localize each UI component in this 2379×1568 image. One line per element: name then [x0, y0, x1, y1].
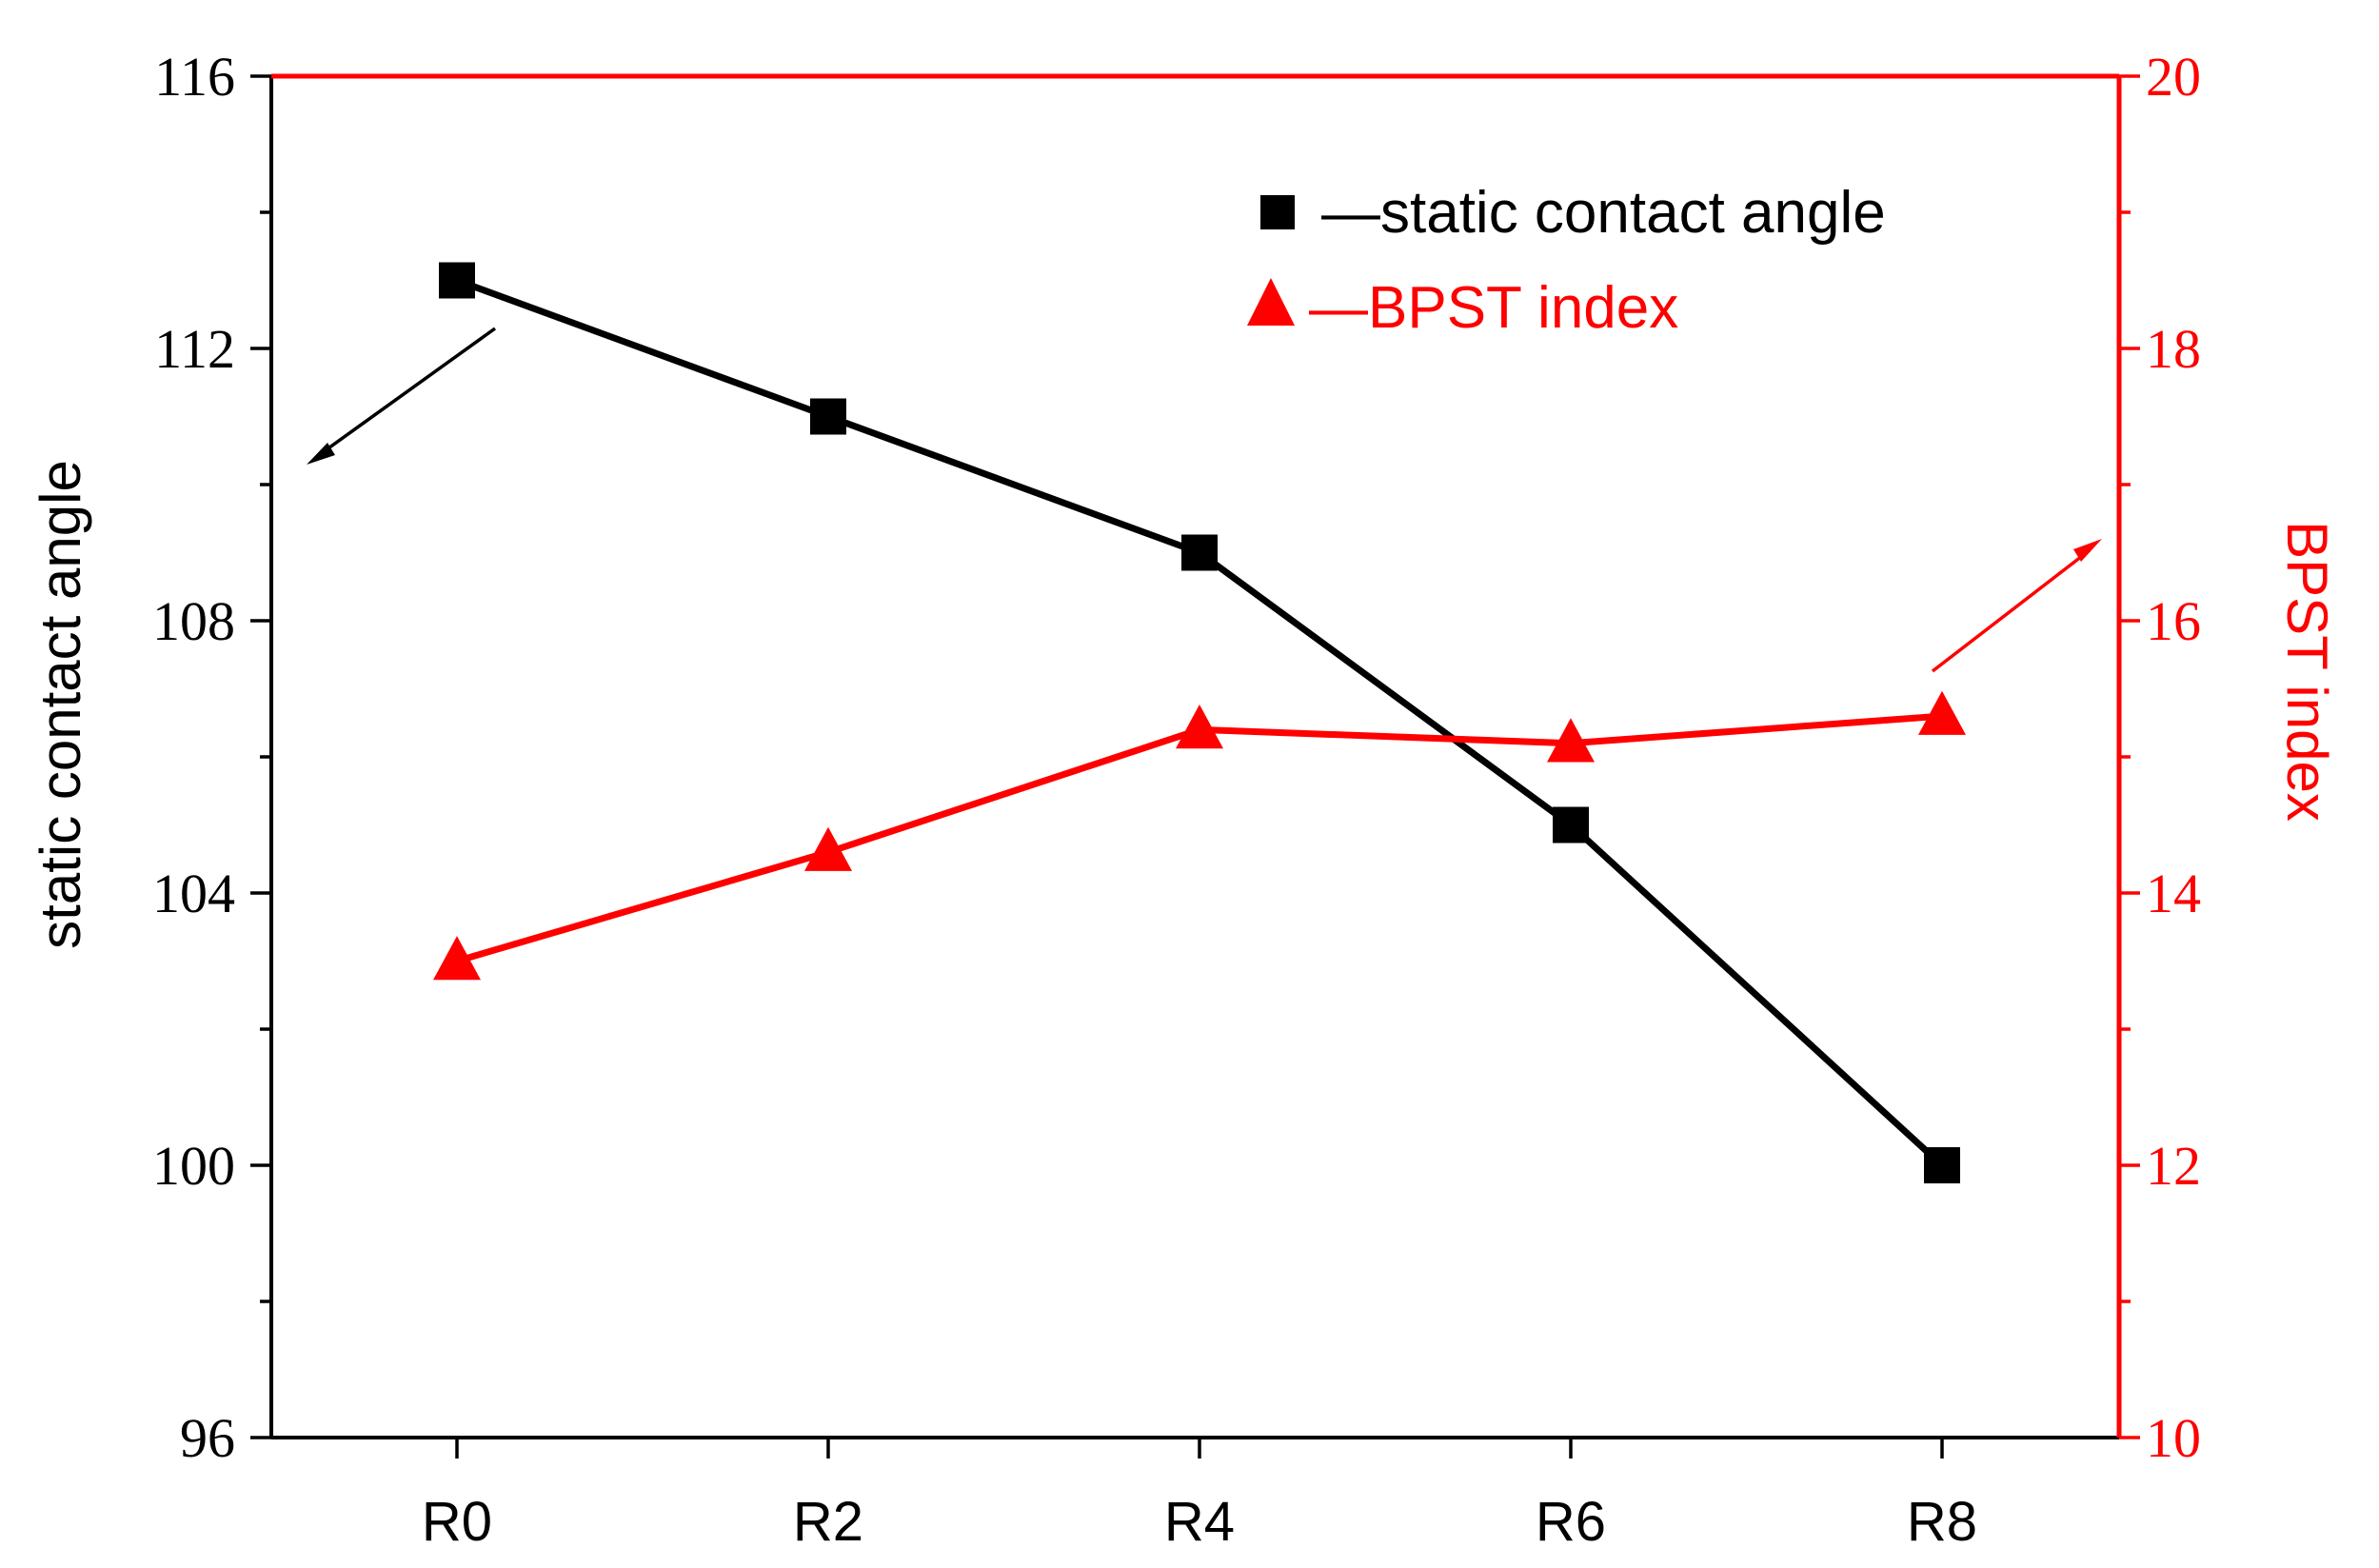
- right-tick-label: 12: [2146, 1135, 2201, 1197]
- right-axis-pointer-arrow: [1931, 539, 2102, 673]
- left-tick-label: 96: [180, 1407, 235, 1469]
- static-contact-angle-point: [1924, 1147, 1960, 1183]
- right-axis-title: BPST index: [2275, 521, 2339, 822]
- static-contact-angle-point: [439, 262, 475, 299]
- left-axis-title: static contact angle: [29, 460, 92, 949]
- x-tick-label: R0: [422, 1491, 492, 1553]
- left-tick-label: 108: [152, 590, 235, 652]
- x-tick-label: R4: [1164, 1491, 1235, 1553]
- right-tick-label: 16: [2146, 590, 2201, 652]
- bpst-index-point: [1918, 690, 1966, 735]
- bpst-index-point: [1547, 718, 1595, 763]
- left-tick-label: 112: [154, 318, 235, 380]
- right-tick-label: 18: [2146, 318, 2201, 380]
- right-tick-label: 20: [2146, 46, 2201, 108]
- right-tick-label: 10: [2146, 1407, 2201, 1469]
- bpst-index-line: [456, 712, 1943, 964]
- bpst-index-point: [804, 826, 852, 871]
- x-tick-label: R2: [793, 1491, 863, 1553]
- static-contact-angle-point: [810, 398, 846, 435]
- legend-entry-bpst-index: —BPST index: [1309, 275, 1678, 341]
- legend-square-marker: [1260, 195, 1295, 229]
- legend-triangle-marker: [1247, 278, 1295, 326]
- static-contact-angle-point: [1181, 534, 1218, 571]
- static-contact-angle-point: [1553, 806, 1589, 844]
- right-axis-ticks: 10 12 14 16 18 20: [2119, 46, 2201, 1469]
- legend: —static contact angle —BPST index: [1247, 180, 1886, 341]
- series-markers: [433, 262, 1966, 1183]
- left-axis-ticks: 96 100 104 108 112 116: [152, 46, 271, 1469]
- left-tick-label: 104: [152, 863, 235, 924]
- legend-entry-static-contact-angle: —static contact angle: [1321, 180, 1886, 246]
- x-tick-label: R6: [1536, 1491, 1606, 1553]
- bpst-index-point: [1176, 705, 1223, 749]
- x-axis-ticks: R0 R2 R4 R6 R8: [422, 1438, 1977, 1553]
- x-tick-label: R8: [1907, 1491, 1977, 1553]
- bpst-index-point: [433, 936, 481, 981]
- right-tick-label: 14: [2146, 863, 2201, 924]
- left-axis-pointer-arrow: [307, 327, 497, 465]
- left-tick-label: 100: [152, 1135, 235, 1197]
- left-tick-label: 116: [154, 46, 235, 108]
